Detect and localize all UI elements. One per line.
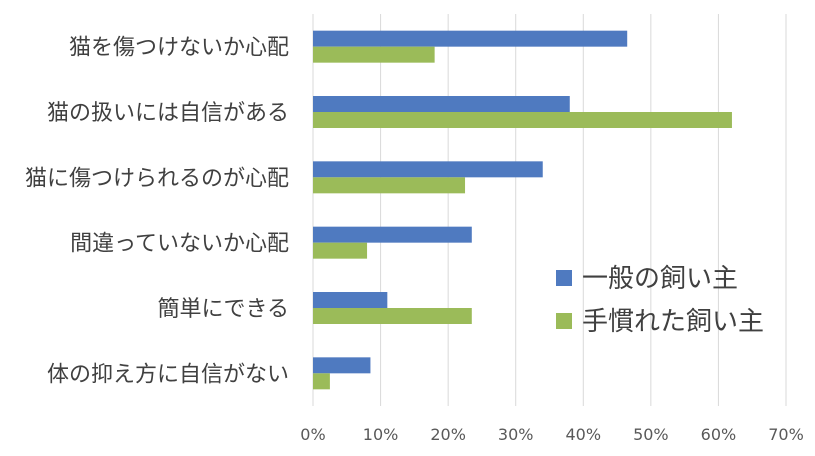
bar-experienced-owner [313,308,472,324]
x-tick-label: 0% [300,425,325,444]
bar-general-owner [313,161,543,178]
bar-general-owner [313,357,371,374]
gridlines [312,14,787,406]
category-label: 猫を傷つけないか心配 [69,36,289,61]
legend-swatch [556,270,572,286]
bar-experienced-owner [313,177,466,194]
bar-general-owner [313,292,388,308]
bar-general-owner [313,226,472,243]
bar-general-owner [313,30,628,47]
x-axis-tick-labels: 0% 10% 20% 30% 40% 50% 60% 70% [300,425,803,444]
x-tick-label: 50% [633,425,669,444]
x-tick-label: 20% [430,425,466,444]
category-label: 間違っていないか心配 [70,232,289,257]
bar-experienced-owner [313,46,435,63]
legend-label: 手慣れた飼い主 [582,307,764,337]
category-label: 簡単にできる [157,297,289,322]
bar-experienced-owner [313,242,368,259]
bar-experienced-owner [313,112,732,128]
x-tick-label: 10% [363,425,399,444]
x-tick-label: 40% [566,425,602,444]
category-label: 猫の扱いには自信がある [47,101,289,126]
bar-general-owner [313,96,570,112]
x-tick-label: 70% [768,425,804,444]
category-label: 体の抑え方に自信がない [47,362,289,387]
x-tick-label: 30% [498,425,534,444]
category-labels: 猫を傷つけないか心配猫の扱いには自信がある猫に傷つけられるのが心配間違っていない… [25,36,289,388]
bar-experienced-owner [313,373,330,390]
category-label: 猫に傷つけられるのが心配 [25,166,289,191]
legend-swatch [556,313,572,329]
bars [313,30,732,390]
legend-label: 一般の飼い主 [582,264,738,294]
x-tick-label: 60% [701,425,737,444]
